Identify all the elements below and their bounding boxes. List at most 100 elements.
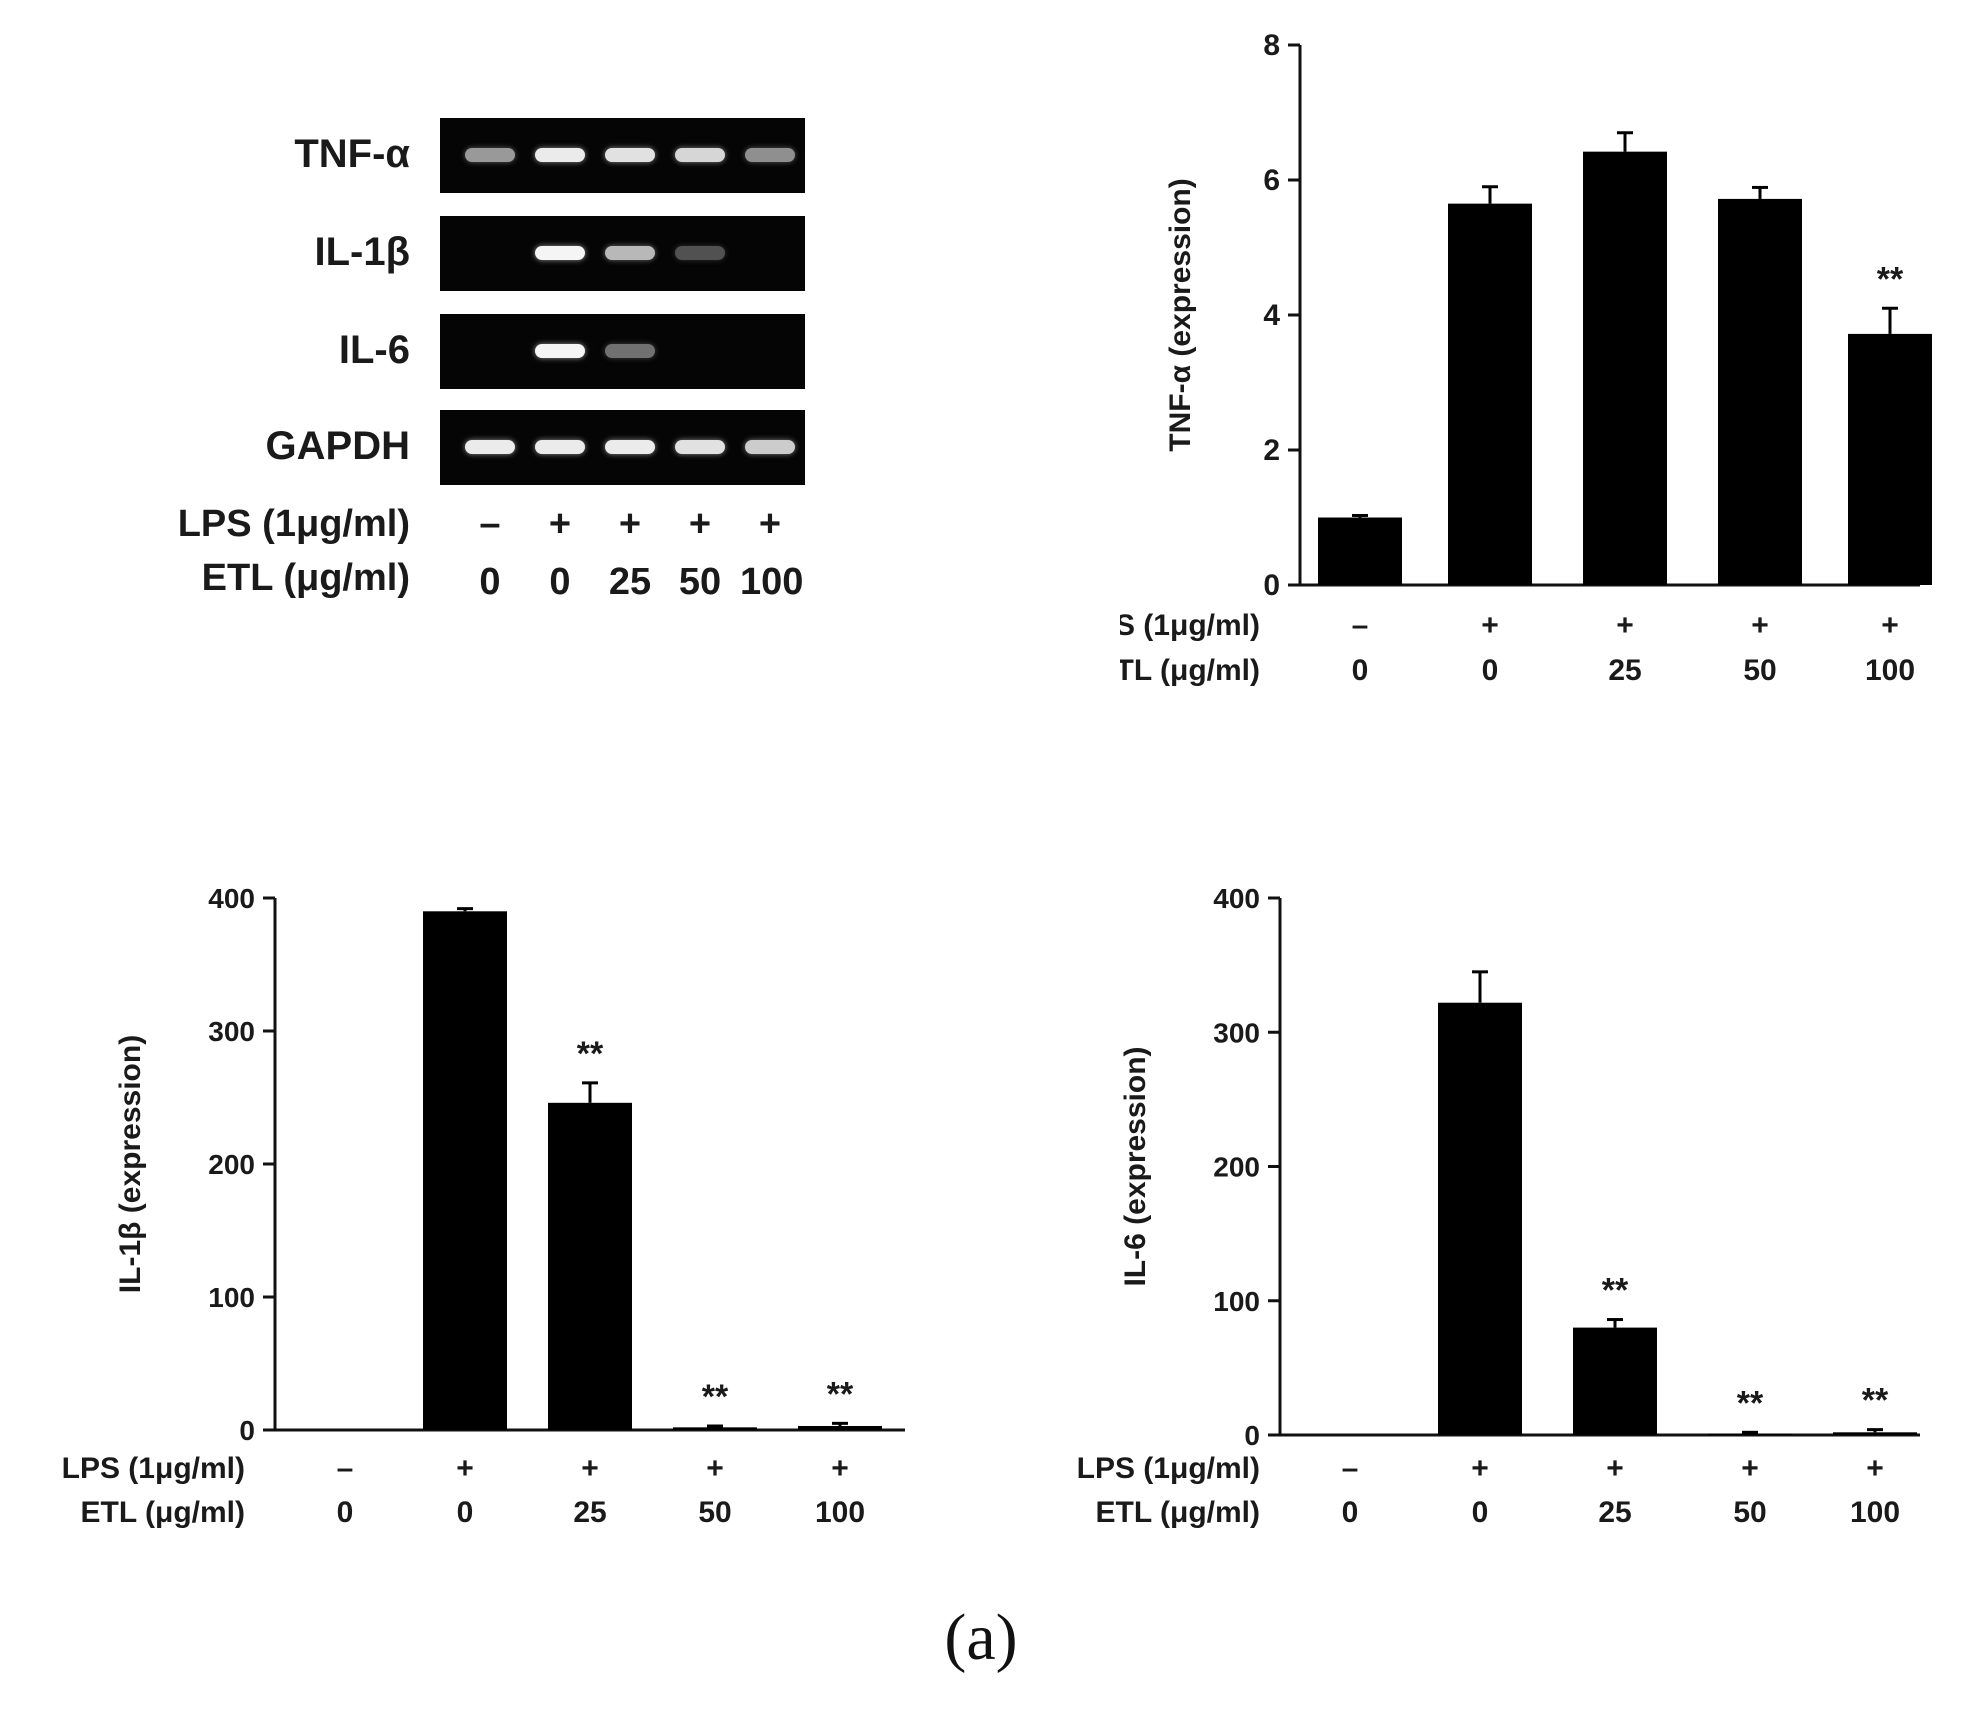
y-tick-label: 200 <box>208 1149 255 1180</box>
gel-band <box>465 440 515 454</box>
gel-strip-gapdh <box>440 410 805 485</box>
y-tick-label: 400 <box>1213 883 1260 914</box>
lps-value: – <box>1342 1452 1359 1485</box>
y-tick-label: 0 <box>1263 569 1280 602</box>
significance-label: ** <box>1877 260 1904 298</box>
bar <box>548 1102 632 1430</box>
etl-value: 0 <box>1482 654 1499 687</box>
etl-value: 0 <box>1342 1496 1359 1529</box>
gel-row-label-tnf: TNF-α <box>294 132 410 176</box>
bar <box>1848 333 1932 585</box>
il-1beta-bar-chart: 0 100 200 300 400 IL-1β (expression) – 0 +0 ** +25… <box>62 883 905 1529</box>
y-tick-label: 6 <box>1263 164 1280 197</box>
y-tick-label: 100 <box>1213 1286 1260 1317</box>
gel-panel: TNF-α IL-1β IL-6 GAPDH LPS (1μg/ml) ETL … <box>0 0 980 700</box>
significance-label: ** <box>1737 1384 1764 1422</box>
etl-value: 0 <box>337 1496 354 1529</box>
etl-label: ETL (μg/ml) <box>81 1496 245 1529</box>
lps-value: + <box>1616 609 1634 642</box>
gel-etl-value: 25 <box>608 561 652 603</box>
y-tick-label: 300 <box>1213 1017 1260 1048</box>
lps-value: + <box>1866 1452 1884 1485</box>
gel-row-label-il6: IL-6 <box>338 328 410 372</box>
etl-value: 0 <box>1352 654 1369 687</box>
lps-value: + <box>581 1452 599 1485</box>
y-tick-label: 400 <box>208 883 255 914</box>
lps-value: – <box>1352 609 1369 642</box>
significance-label: ** <box>702 1378 729 1416</box>
etl-label: ETL (μg/ml) <box>1096 1496 1260 1529</box>
significance-label: ** <box>1862 1382 1889 1420</box>
lps-value: + <box>1751 609 1769 642</box>
gel-lps-value: + <box>618 503 642 545</box>
bar <box>1573 1327 1657 1435</box>
gel-band <box>745 440 795 454</box>
y-tick-label: 100 <box>208 1282 255 1313</box>
gel-lps-value: + <box>758 503 782 545</box>
gel-band <box>675 148 725 162</box>
gel-lps-value: + <box>548 503 572 545</box>
etl-value: 100 <box>815 1496 865 1529</box>
bar <box>798 1426 882 1430</box>
gel-band <box>465 148 515 162</box>
lps-label: LPS (1μg/ml) <box>1077 1452 1260 1485</box>
lps-value: + <box>831 1452 849 1485</box>
y-axis-label: TNF-α (expression) <box>1164 178 1197 451</box>
gel-lps-label: LPS (1μg/ml) <box>177 503 410 545</box>
tnf-alpha-bar-chart: 0 2 4 6 8 TNF-α (expression) – 0 +0 +25 +50 ** +100 L… <box>1120 29 1932 687</box>
bar <box>1318 517 1402 585</box>
il-6-bar-chart: 0 100 200 300 400 IL-6 (expression) – 0 +0 ** +25 *… <box>1077 883 1920 1529</box>
bar <box>1583 151 1667 585</box>
gel-lps-value: – <box>479 503 501 545</box>
lps-value: + <box>1471 1452 1489 1485</box>
gel-band <box>535 246 585 260</box>
significance-label: ** <box>827 1375 854 1413</box>
y-tick-label: 0 <box>239 1415 255 1446</box>
gel-band <box>605 246 655 260</box>
gel-etl-value: 0 <box>479 561 501 603</box>
lps-label: LPS (1μg/ml) <box>1120 609 1260 642</box>
lps-value: + <box>1741 1452 1759 1485</box>
gel-strip-tnf <box>440 118 805 193</box>
gel-band <box>535 440 585 454</box>
etl-value: 50 <box>1743 654 1776 687</box>
bar <box>673 1427 757 1430</box>
gel-etl-value: 100 <box>740 561 804 603</box>
y-axis-label: IL-6 (expression) <box>1119 1046 1152 1286</box>
lps-value: – <box>337 1452 354 1485</box>
etl-value: 100 <box>1865 654 1915 687</box>
gel-band <box>605 440 655 454</box>
y-axis-label: IL-1β (expression) <box>114 1035 147 1293</box>
bar <box>1708 1433 1792 1435</box>
y-tick-label: 2 <box>1263 434 1280 467</box>
gel-row-label-gapdh: GAPDH <box>265 424 410 468</box>
gel-band <box>675 440 725 454</box>
lps-value: + <box>1481 609 1499 642</box>
lps-value: + <box>1606 1452 1624 1485</box>
gel-etl-value: 0 <box>549 561 571 603</box>
gel-lps-value: + <box>688 503 712 545</box>
gel-strip-il6 <box>440 314 805 389</box>
significance-label: ** <box>577 1035 604 1073</box>
lps-value: + <box>1881 609 1899 642</box>
gel-band <box>535 148 585 162</box>
gel-band <box>535 344 585 358</box>
etl-value: 25 <box>1598 1496 1631 1529</box>
etl-value: 100 <box>1850 1496 1900 1529</box>
bar <box>1438 1002 1522 1435</box>
gel-band <box>605 344 655 358</box>
gel-row-label-il1b: IL-1β <box>314 230 410 274</box>
bar <box>423 911 507 1430</box>
etl-value: 0 <box>1472 1496 1489 1529</box>
etl-value: 25 <box>573 1496 606 1529</box>
etl-label: ETL (μg/ml) <box>1120 654 1260 687</box>
y-tick-label: 8 <box>1263 29 1280 62</box>
etl-value: 50 <box>1733 1496 1766 1529</box>
gel-strip-il1b <box>440 216 805 291</box>
lps-label: LPS (1μg/ml) <box>62 1452 245 1485</box>
bar <box>1718 198 1802 585</box>
y-tick-label: 0 <box>1244 1420 1260 1451</box>
gel-etl-label: ETL (μg/ml) <box>201 557 410 599</box>
y-tick-label: 200 <box>1213 1152 1260 1183</box>
